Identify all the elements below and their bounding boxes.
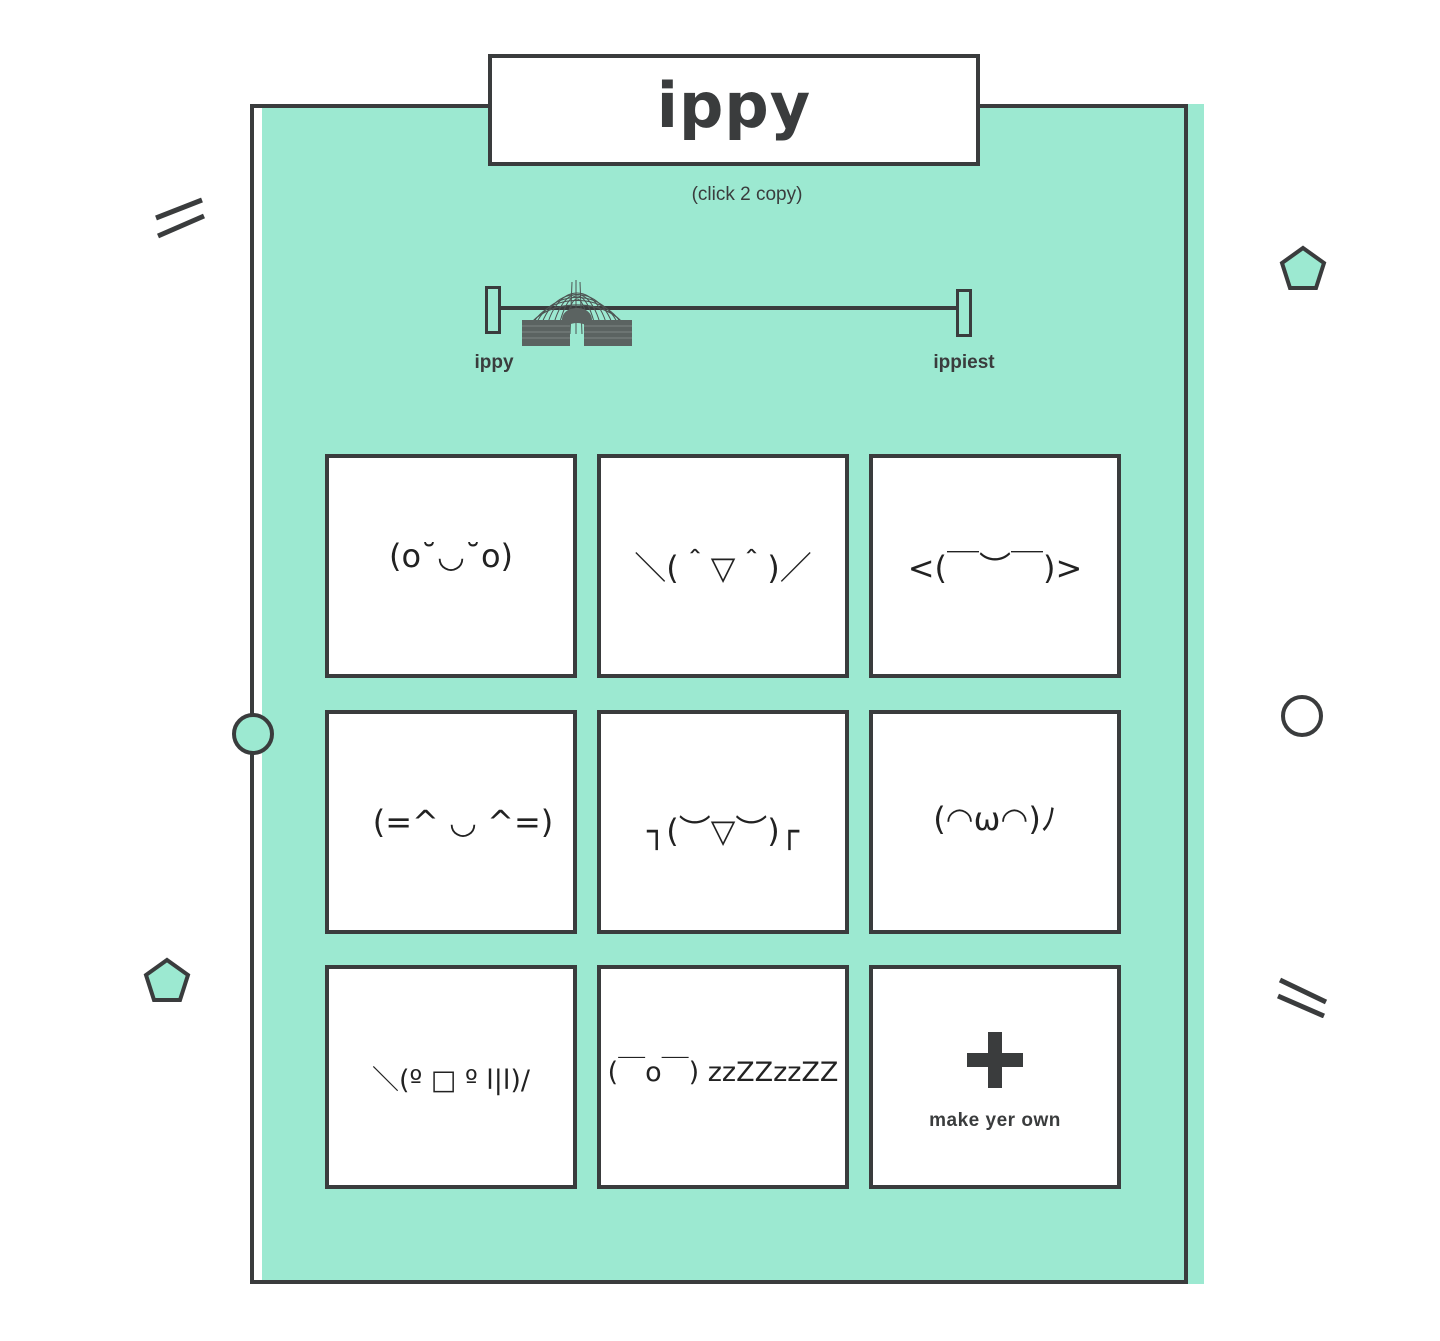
title-box: ippy <box>488 54 980 166</box>
face-card[interactable]: (=^ ◡ ^=) <box>325 710 577 934</box>
face-text: <(￣︶￣)> <box>907 549 1083 587</box>
face-card[interactable]: ＼(＾▽＾)／ <box>597 454 849 678</box>
face-card[interactable]: (o˘◡˘o) <box>325 454 577 678</box>
app-title: ippy <box>656 68 812 142</box>
face-text: (=^ ◡ ^=) <box>372 803 554 841</box>
face-card[interactable]: <(￣︶￣)> <box>869 454 1121 678</box>
face-text: (◠ω◠)ﾉ <box>933 800 1057 838</box>
slider-track[interactable] <box>500 306 960 310</box>
face-text: ┐(︶▽︶)┌ <box>646 812 800 850</box>
make-your-own-button[interactable]: make yer own <box>869 965 1121 1189</box>
circle-icon <box>232 713 274 755</box>
face-card[interactable]: (￣o￣) zzZZzzZZ <box>597 965 849 1189</box>
face-text: (o˘◡˘o) <box>388 537 514 575</box>
subtitle: (click 2 copy) <box>691 184 803 205</box>
slider-min-label: ippy <box>474 352 514 373</box>
circle-icon <box>1281 695 1323 737</box>
double-slash-icon <box>155 197 205 239</box>
plus-icon <box>966 1032 1023 1088</box>
face-text: ＼(º □ º l|l)/ <box>372 1064 530 1096</box>
face-card[interactable]: (◠ω◠)ﾉ <box>869 710 1121 934</box>
make-your-own-label: make yer own <box>929 1110 1061 1131</box>
slider-max-stop <box>956 289 972 337</box>
face-text: (￣o￣) zzZZzzZZ <box>607 1056 839 1088</box>
pentagon-icon <box>1279 245 1327 290</box>
face-card[interactable]: ┐(︶▽︶)┌ <box>597 710 849 934</box>
face-card[interactable]: ＼(º □ º l|l)/ <box>325 965 577 1189</box>
pentagon-icon <box>143 957 191 1002</box>
face-text: ＼(＾▽＾)／ <box>634 549 812 587</box>
slinky-icon[interactable] <box>518 274 636 352</box>
slider-max-label: ippiest <box>933 352 995 373</box>
slider-min-stop <box>485 286 501 334</box>
double-slash-icon <box>1277 977 1328 1018</box>
